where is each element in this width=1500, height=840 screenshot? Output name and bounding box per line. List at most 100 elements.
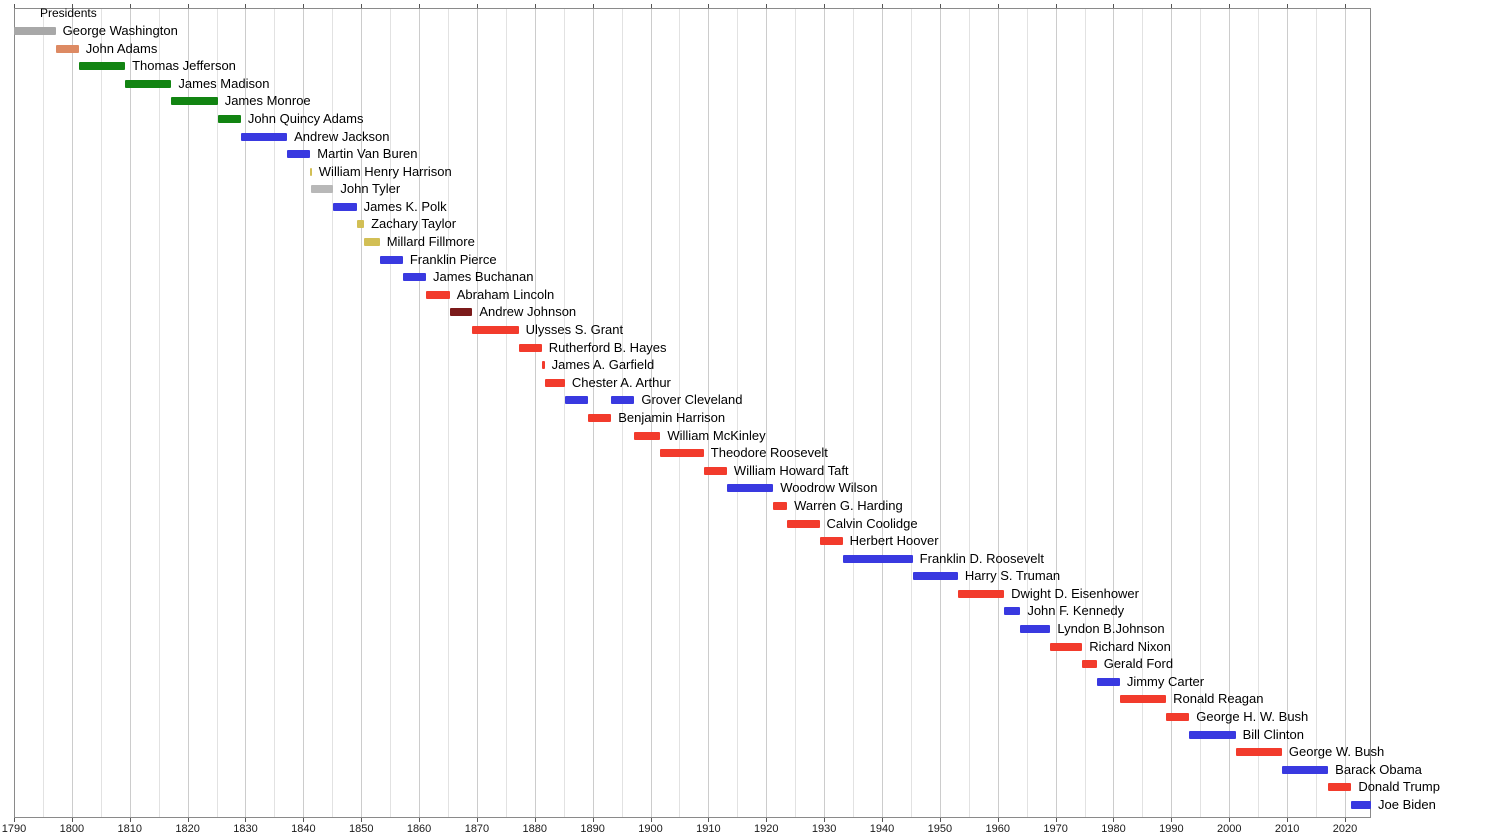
term-bar	[588, 413, 612, 422]
x-axis-bottom-tick	[766, 818, 768, 822]
term-bar	[78, 62, 126, 71]
x-axis-tick-label: 1800	[59, 823, 85, 835]
major-gridline	[71, 8, 73, 818]
term-bar	[564, 396, 589, 405]
minor-gridline	[1200, 8, 1202, 818]
president-label: Donald Trump	[1358, 779, 1440, 795]
term-bar	[240, 132, 288, 141]
x-axis-bottom-tick	[1055, 818, 1057, 822]
x-axis-bottom-tick	[419, 818, 421, 822]
term-bar	[217, 114, 241, 123]
president-label: Lyndon B.Johnson	[1057, 621, 1165, 637]
president-label: Theodore Roosevelt	[710, 445, 828, 461]
term-bar	[55, 44, 79, 53]
president-label: Jimmy Carter	[1126, 673, 1205, 689]
minor-gridline	[563, 8, 565, 818]
president-label: Martin Van Buren	[317, 146, 418, 162]
x-axis-bottom-tick	[1287, 818, 1289, 822]
x-axis-top-tick	[1287, 4, 1289, 8]
minor-gridline	[679, 8, 681, 818]
major-gridline	[187, 8, 189, 818]
major-gridline	[245, 8, 247, 818]
president-label: Calvin Coolidge	[826, 515, 918, 531]
term-bar	[1096, 677, 1120, 686]
term-bar	[544, 378, 565, 387]
minor-gridline	[853, 8, 855, 818]
x-axis-tick-label: 1830	[233, 823, 258, 835]
major-gridline	[419, 8, 421, 818]
x-axis-bottom-tick	[245, 818, 247, 822]
term-bar	[787, 519, 820, 528]
x-axis-top-tick	[14, 4, 15, 8]
x-axis-top-tick	[187, 4, 189, 8]
x-axis-bottom-tick	[129, 818, 131, 822]
president-label: John F. Kennedy	[1027, 603, 1125, 619]
x-axis-tick-label: 2000	[1216, 823, 1242, 835]
x-axis-bottom-tick	[303, 818, 305, 822]
term-bar	[1351, 800, 1371, 809]
president-label: John Tyler	[340, 181, 401, 197]
x-axis-top-tick	[939, 4, 941, 8]
x-axis-top-tick	[361, 4, 363, 8]
x-axis-bottom-tick	[534, 818, 536, 822]
term-bar	[364, 238, 380, 247]
term-bar	[726, 484, 774, 493]
major-gridline	[997, 8, 999, 818]
term-bar	[1328, 783, 1352, 792]
chart-title: Presidents	[40, 6, 97, 20]
minor-gridline	[505, 8, 507, 818]
major-gridline	[534, 8, 536, 818]
minor-gridline	[1316, 8, 1318, 818]
major-gridline	[476, 8, 478, 818]
president-label: William Howard Taft	[733, 462, 849, 478]
president-label: Thomas Jefferson	[132, 58, 236, 74]
major-gridline	[1229, 8, 1231, 818]
x-axis-top-tick	[824, 4, 826, 8]
major-gridline	[882, 8, 884, 818]
x-axis-top-tick	[476, 4, 478, 8]
x-axis-top-tick	[1055, 4, 1057, 8]
term-bar	[957, 589, 1005, 598]
x-axis-tick-label: 1820	[175, 823, 200, 835]
term-bar	[402, 273, 426, 282]
president-label: Andrew Jackson	[294, 128, 390, 144]
term-bar	[287, 150, 311, 159]
x-axis-bottom-tick	[592, 818, 594, 822]
x-axis-tick-label: 1980	[1101, 823, 1126, 835]
x-axis-bottom-tick	[1344, 818, 1346, 822]
x-axis-tick-label: 1890	[580, 823, 605, 835]
term-bar	[611, 396, 635, 405]
minor-gridline	[968, 8, 970, 818]
president-label: Abraham Lincoln	[456, 286, 555, 302]
term-bar	[1050, 642, 1083, 651]
term-bar	[1189, 730, 1236, 739]
x-axis-top-tick	[1229, 4, 1231, 8]
x-axis-tick-label: 1950	[927, 823, 953, 835]
x-axis-tick-label: 1960	[985, 823, 1010, 835]
president-label: James K. Polk	[363, 198, 447, 214]
x-axis-top-tick	[419, 4, 421, 8]
x-axis-bottom-tick	[187, 818, 189, 822]
x-axis-tick-label: 1880	[522, 823, 548, 835]
minor-gridline	[1084, 8, 1086, 818]
minor-gridline	[158, 8, 160, 818]
term-bar	[703, 466, 727, 475]
major-gridline	[1287, 8, 1289, 818]
president-label: Ulysses S. Grant	[525, 322, 624, 338]
term-bar	[819, 537, 843, 546]
president-label: James A. Garfield	[551, 357, 655, 373]
president-label: Dwight D. Eisenhower	[1011, 585, 1139, 601]
term-bar	[541, 361, 545, 370]
president-label: Benjamin Harrison	[618, 409, 726, 425]
president-label: George W. Bush	[1288, 744, 1385, 760]
term-bar	[310, 185, 334, 194]
term-bar	[1281, 765, 1329, 774]
term-bar	[125, 79, 172, 88]
major-gridline	[1171, 8, 1173, 818]
term-bar	[472, 326, 519, 335]
term-bar	[912, 572, 958, 581]
term-bar	[1004, 607, 1021, 616]
x-axis-bottom-tick	[650, 818, 652, 822]
x-axis-tick-label: 1940	[869, 823, 895, 835]
x-axis-tick-label: 1920	[754, 823, 779, 835]
